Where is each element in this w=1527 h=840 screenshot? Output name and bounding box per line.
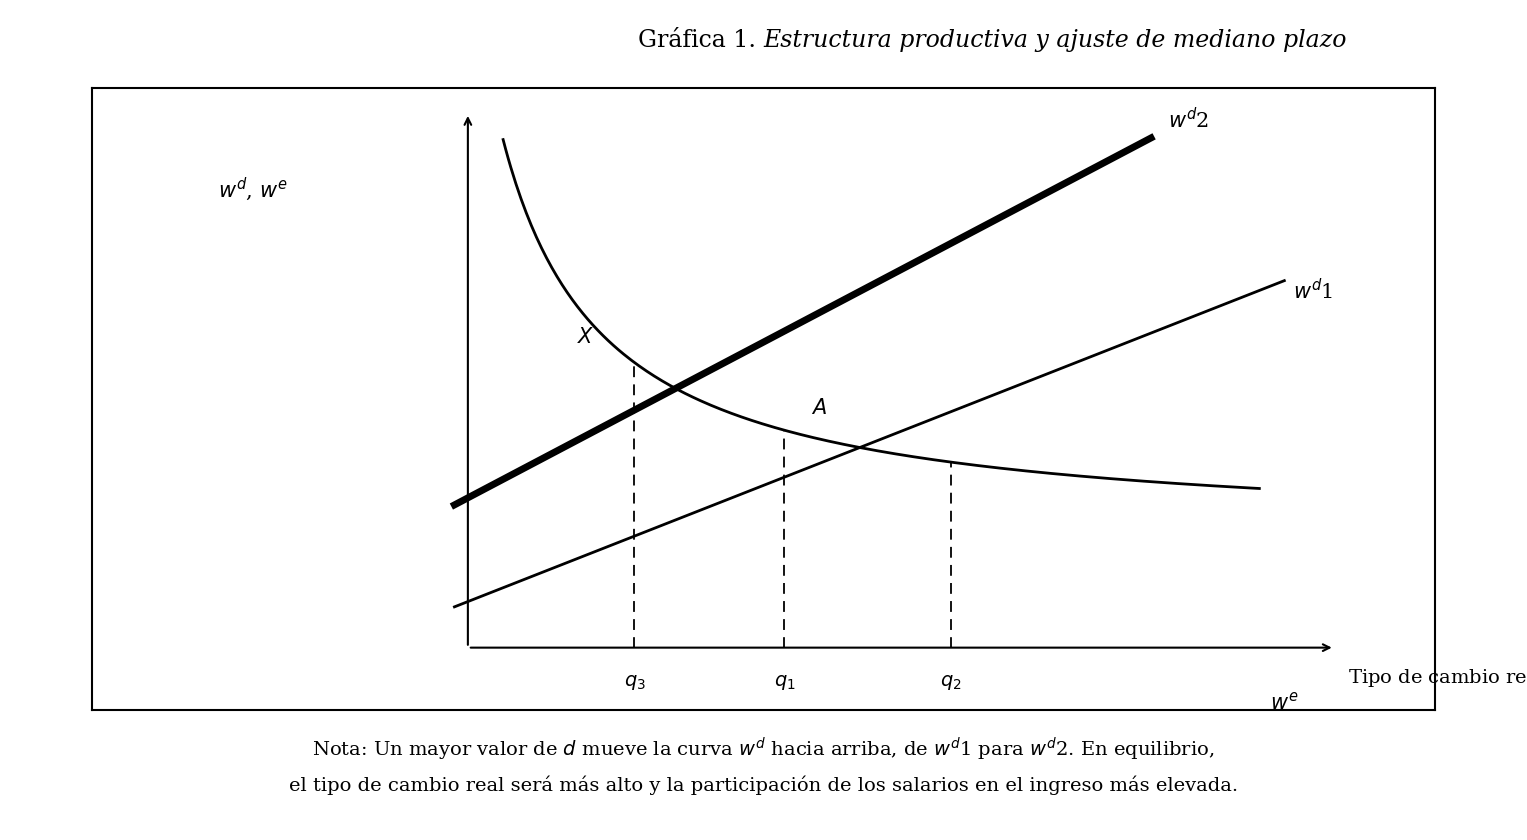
Text: $w^e$: $w^e$ — [1270, 691, 1298, 713]
Text: Nota: Un mayor valor de $d$ mueve la curva $w^d$ hacia arriba, de $w^d$1 para $w: Nota: Un mayor valor de $d$ mueve la cur… — [313, 736, 1214, 763]
Text: $X$: $X$ — [577, 327, 594, 347]
Text: $A$: $A$ — [811, 398, 828, 417]
Text: Estructura productiva y ajuste de mediano plazo: Estructura productiva y ajuste de median… — [764, 29, 1347, 52]
Text: $w^d$, $w^e$: $w^d$, $w^e$ — [218, 176, 287, 202]
Text: Gráfica 1.: Gráfica 1. — [638, 29, 764, 52]
Text: Tipo de cambio real ($q$): Tipo de cambio real ($q$) — [1348, 666, 1527, 690]
Text: $q_1$: $q_1$ — [774, 673, 796, 691]
Text: $q_3$: $q_3$ — [623, 673, 646, 691]
Text: $w^d$1: $w^d$1 — [1293, 278, 1333, 303]
Text: $w^d$2: $w^d$2 — [1168, 107, 1209, 132]
Text: el tipo de cambio real será más alto y la participación de los salarios en el in: el tipo de cambio real será más alto y l… — [289, 775, 1238, 795]
Text: $q_2$: $q_2$ — [941, 673, 962, 691]
